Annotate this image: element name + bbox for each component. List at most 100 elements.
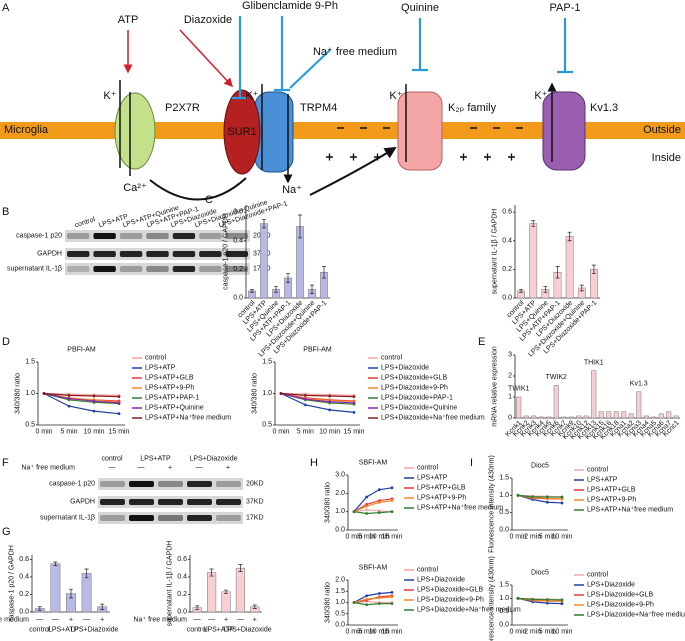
y-tick-label: 1.0: [262, 390, 272, 397]
blot-band: [146, 266, 169, 272]
bar: [553, 385, 559, 419]
group-label: LPS+ATP: [204, 627, 235, 634]
series-line: [280, 392, 355, 404]
y-axis-label: 340/380 ratio: [325, 582, 332, 623]
blot-band: [146, 233, 169, 239]
point: [67, 393, 71, 397]
point: [328, 408, 332, 412]
blot-band: [100, 515, 125, 521]
sign: —: [208, 617, 215, 624]
sign: +: [224, 617, 228, 624]
point: [365, 495, 369, 499]
legend-label: LPS+ATP+GLB: [145, 375, 194, 382]
y-tick-label: 0.2: [19, 591, 29, 598]
point: [545, 598, 549, 602]
y-tick-label: 0.0: [177, 609, 187, 616]
legend-label: control: [587, 467, 608, 474]
y-tick-label: 0.0: [19, 609, 29, 616]
x-tick-label: 10 min: [551, 534, 572, 541]
legend-label: control: [587, 572, 608, 579]
channel: [542, 91, 586, 171]
channel: [223, 89, 261, 175]
y-tick-label: 1.5: [25, 359, 35, 366]
legend-label: LPS+Diazoxide+GLB: [417, 587, 483, 594]
membrane-diagram: [0, 16, 685, 201]
ion-label: Ca²⁺: [123, 182, 147, 194]
y-tick-label: 1.0: [499, 492, 509, 499]
point: [560, 495, 564, 499]
series-line: [353, 498, 393, 513]
arrow: [149, 148, 395, 201]
point: [365, 594, 369, 598]
bar: [260, 223, 268, 299]
sign: +: [168, 465, 172, 472]
x-tick-label: 0 min: [345, 534, 362, 541]
y-tick-label: 0.5: [335, 610, 345, 617]
group-label: LPS+Diazoxide: [70, 627, 118, 634]
series-line: [353, 591, 393, 604]
group-label: control: [101, 456, 122, 463]
ion-label: K⁺: [389, 90, 402, 102]
legend-label: LPS+ATP: [417, 475, 448, 482]
point: [377, 602, 381, 606]
point: [67, 397, 71, 400]
charge-sign: [326, 127, 523, 161]
series-line: [43, 392, 120, 398]
legend-label: LPS+Diazoxide: [417, 577, 465, 584]
y-tick-label: 1.0: [25, 390, 35, 397]
bar: [516, 396, 522, 419]
y-axis-label: Fluorescence intensity (430nm): [489, 455, 496, 553]
channel-label: K₂ₚ family: [448, 102, 497, 114]
side-label: Inside: [652, 152, 681, 164]
blot-band: [225, 266, 248, 272]
legend-label: LPS+Diazoxide+Quinine: [381, 405, 457, 412]
stimulus: Diazoxide: [184, 14, 232, 26]
y-tick-label: 0.5: [25, 422, 35, 429]
bar: [576, 415, 582, 419]
stimulus: Quinine: [401, 2, 439, 14]
chart-title: PBFI-AM: [303, 347, 332, 354]
point: [365, 597, 369, 601]
column-label: control: [74, 216, 97, 229]
size-label: 20KD: [246, 481, 264, 488]
point: [117, 412, 121, 416]
ion-label: K⁺: [103, 90, 116, 102]
bar: [568, 416, 574, 419]
legend-label: LPS+ATP+Na⁺free medium: [417, 505, 503, 512]
error-bar: [322, 266, 326, 279]
y-tick-label: 0.6: [233, 209, 243, 216]
blot-band: [199, 251, 222, 257]
point: [377, 511, 381, 514]
group-label: LPS+Diazoxide: [189, 456, 237, 463]
annotation: THIK1: [584, 359, 604, 366]
bar: [529, 223, 538, 299]
series-line: [280, 392, 355, 413]
x-tick-label: 10 min: [369, 629, 390, 636]
point: [377, 488, 381, 492]
point: [67, 404, 71, 408]
row-label: caspase-1 p20: [16, 233, 62, 240]
blot-band: [216, 515, 241, 521]
legend-label: LPS+Diazoxide: [381, 365, 429, 372]
y-tick-label: 1: [508, 394, 512, 401]
series-line: [353, 511, 393, 515]
legend-label: control: [381, 355, 402, 362]
chart-title: PBFI-AM: [67, 347, 96, 354]
series-line: [43, 392, 120, 405]
y-tick-label: 0.6: [177, 556, 187, 563]
blot-band: [199, 266, 222, 272]
legend-label: LPS+Diazoxide: [587, 582, 635, 589]
bar: [606, 411, 612, 419]
point: [545, 495, 549, 499]
sign: +: [69, 617, 73, 624]
x-tick-label: 2 min: [524, 534, 541, 541]
channel: [397, 91, 443, 171]
point: [531, 495, 535, 499]
point: [279, 392, 283, 395]
y-tick-label: 1.0: [335, 599, 345, 606]
legend-label: LPS+Diazoxide+Na⁺free medium: [417, 607, 521, 614]
blot-band: [100, 499, 125, 505]
legend-label: LPS+ATP+GLB: [587, 487, 636, 494]
y-tick-label: 1.5: [499, 475, 509, 482]
row-label: GAPDH: [70, 499, 95, 506]
